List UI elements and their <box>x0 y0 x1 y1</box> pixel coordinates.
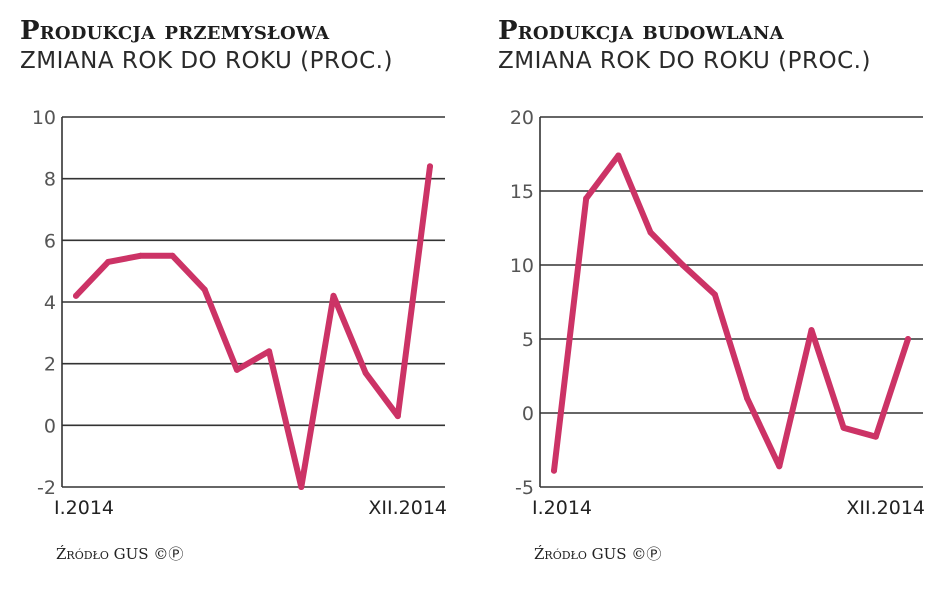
data-point <box>427 163 433 170</box>
data-point <box>394 413 401 420</box>
chart-subtitle: ZMIANA ROK DO ROKU (PROC.) <box>20 48 393 74</box>
y-tick-label: 8 <box>44 169 56 191</box>
data-point <box>905 336 911 342</box>
y-tick-label: 10 <box>32 107 56 129</box>
source-note: Źródło GUS ©Ⓟ <box>56 545 184 563</box>
y-tick-label: -2 <box>37 477 56 499</box>
y-tick-label: 2 <box>44 354 56 376</box>
data-point <box>105 258 112 265</box>
y-tick-label: 5 <box>522 329 534 351</box>
y-tick-label: 10 <box>510 255 534 277</box>
data-point <box>583 195 590 202</box>
y-tick-label: 0 <box>522 403 534 425</box>
data-point <box>840 424 847 431</box>
data-point <box>362 369 369 376</box>
y-tick-label: 4 <box>44 292 56 314</box>
line-chart-industrial: -2 0 2 4 6 8 10 I.2014 XII.2014 <box>32 107 447 519</box>
data-point <box>711 291 718 298</box>
x-tick-label: XII.2014 <box>368 497 447 519</box>
x-tick-label: XII.2014 <box>846 497 925 519</box>
data-point <box>266 348 273 355</box>
data-point <box>73 292 79 299</box>
data-point <box>551 467 557 474</box>
data-point <box>647 229 654 236</box>
data-point <box>169 252 176 259</box>
source-note: Źródło GUS ©Ⓟ <box>534 545 662 563</box>
data-point <box>872 433 879 440</box>
data-point <box>679 262 686 268</box>
chart-panel-construction: Produkcja budowlana ZMIANA ROK DO ROKU (… <box>478 0 948 593</box>
data-point <box>776 463 783 470</box>
chart-title: Produkcja przemysłowa <box>20 16 330 46</box>
x-tick-label: I.2014 <box>532 497 592 519</box>
data-point <box>233 366 240 373</box>
y-tick-label: 20 <box>510 107 534 129</box>
chart-subtitle: ZMIANA ROK DO ROKU (PROC.) <box>498 48 871 74</box>
series-line <box>551 152 911 474</box>
y-tick-label: -5 <box>515 477 534 499</box>
y-tick-label: 0 <box>44 415 56 437</box>
chart-title: Produkcja budowlana <box>498 16 784 46</box>
data-point <box>330 292 337 299</box>
x-tick-label: I.2014 <box>54 497 114 519</box>
chart-panel-industrial: Produkcja przemysłowa ZMIANA ROK DO ROKU… <box>0 0 470 593</box>
data-point <box>298 484 305 490</box>
line-chart-construction: -5 0 5 10 15 20 I.2014 XII.2014 <box>510 107 925 519</box>
data-point <box>744 395 751 402</box>
data-point <box>201 286 208 293</box>
y-tick-label: 15 <box>510 181 534 203</box>
data-point <box>615 152 622 159</box>
data-point <box>137 252 144 259</box>
data-point <box>808 327 815 334</box>
y-tick-label: 6 <box>44 230 56 252</box>
series-line <box>73 163 433 490</box>
